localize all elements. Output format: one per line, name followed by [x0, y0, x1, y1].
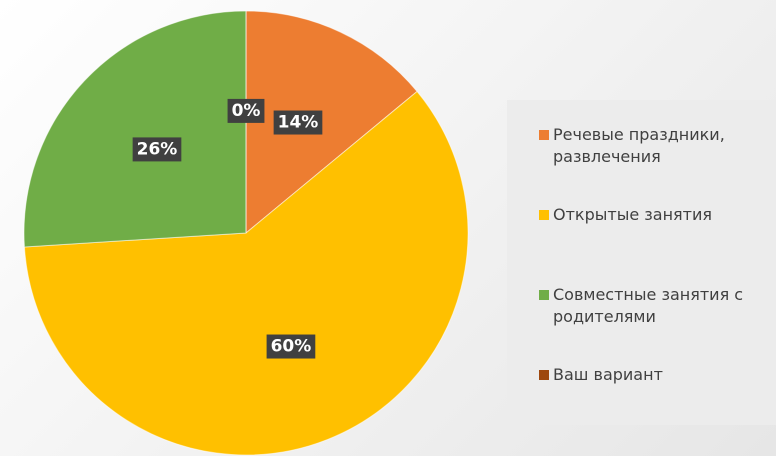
- pie-slice: [23, 10, 247, 248]
- data-label-box: [227, 98, 265, 123]
- legend-item: Ваш вариант: [539, 364, 773, 386]
- data-label-box: [266, 334, 316, 359]
- data-label-text: 26%: [137, 139, 178, 159]
- legend-label: Открытые занятия: [553, 205, 712, 224]
- pie-slice: [245, 10, 418, 235]
- legend-item: Совместные занятия с родителями: [539, 284, 773, 328]
- data-label-box: [273, 110, 323, 135]
- data-label-text: 60%: [271, 337, 312, 357]
- legend: Речевые праздники, развлечения Открытые з…: [507, 100, 776, 425]
- data-label: 14%: [273, 110, 323, 135]
- legend-label: Речевые праздники, развлечения: [553, 125, 725, 166]
- data-label: 60%: [266, 334, 316, 359]
- legend-swatch: [539, 210, 549, 220]
- pie-slice: [23, 90, 469, 456]
- data-label: 26%: [132, 137, 182, 162]
- data-label-box: [132, 137, 182, 162]
- legend-swatch: [539, 370, 549, 380]
- data-label-text: 14%: [278, 113, 319, 133]
- data-label-text: 0%: [232, 101, 261, 121]
- legend-swatch: [539, 130, 549, 140]
- legend-item: Открытые занятия: [539, 204, 773, 226]
- legend-label: Ваш вариант: [553, 365, 663, 384]
- legend-label: Совместные занятия с родителями: [553, 285, 744, 326]
- data-label: 0%: [227, 98, 265, 123]
- legend-item: Речевые праздники, развлечения: [539, 124, 773, 168]
- legend-swatch: [539, 290, 549, 300]
